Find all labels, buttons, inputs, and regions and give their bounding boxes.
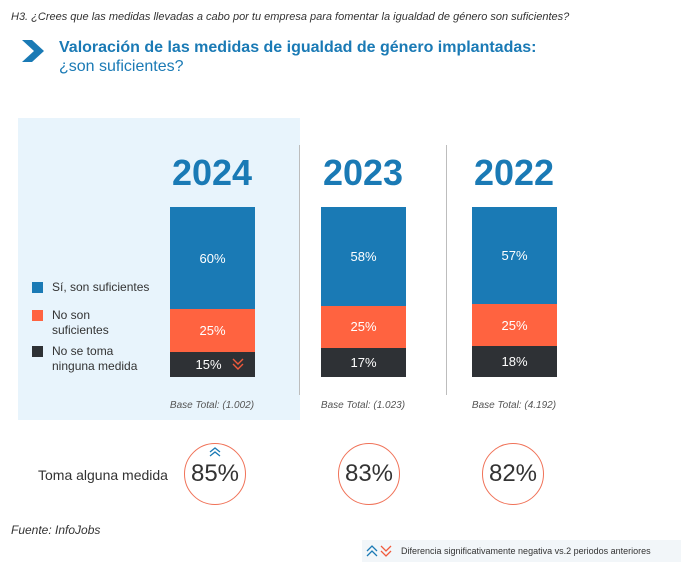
toma-medida-value: 83% bbox=[344, 460, 394, 487]
up-chevron-icon bbox=[209, 447, 221, 457]
toma-alguna-medida-label: Toma alguna medida bbox=[38, 467, 168, 483]
segment-ninguna: 17% bbox=[321, 348, 406, 377]
base-total: Base Total: (1.002) bbox=[169, 400, 255, 411]
stacked-bar-2023: 58% 25% 17% bbox=[321, 207, 406, 377]
toma-medida-circle-2022: 82% bbox=[482, 443, 544, 505]
significance-note-text: Diferencia significativamente negativa v… bbox=[401, 546, 651, 556]
legend-label-ninguna: No se toma ninguna medida bbox=[52, 344, 137, 374]
toma-medida-value: 82% bbox=[488, 460, 538, 487]
legend-swatch-si bbox=[32, 282, 43, 293]
legend-swatch-ninguna bbox=[32, 346, 43, 357]
legend-label-si: Sí, son suficientes bbox=[52, 280, 149, 295]
data-label: 57% bbox=[501, 247, 528, 263]
base-total: Base Total: (4.192) bbox=[471, 400, 557, 411]
up-chevron-icon bbox=[366, 545, 378, 557]
segment-no: 25% bbox=[321, 305, 406, 349]
significance-note: Diferencia significativamente negativa v… bbox=[362, 540, 681, 562]
chart-title: Valoración de las medidas de igualdad de… bbox=[59, 39, 537, 56]
base-total: Base Total: (1.023) bbox=[320, 400, 406, 411]
divider-2024-2023 bbox=[299, 145, 300, 395]
data-label: 17% bbox=[350, 355, 377, 371]
year-label: 2024 bbox=[171, 152, 253, 193]
year-label: 2023 bbox=[322, 152, 404, 193]
chevron-right-icon bbox=[22, 40, 44, 62]
stacked-bar-2022: 57% 25% 18% bbox=[472, 207, 557, 377]
chart-subtitle: ¿son suficientes? bbox=[59, 58, 184, 75]
question-text: H3. ¿Crees que las medidas llevadas a ca… bbox=[11, 11, 570, 23]
year-label: 2022 bbox=[473, 152, 555, 193]
segment-ninguna: 18% bbox=[472, 346, 557, 377]
down-chevron-icon bbox=[380, 545, 392, 557]
data-label: 25% bbox=[350, 319, 377, 335]
data-label: 25% bbox=[199, 322, 226, 338]
source-text: Fuente: InfoJobs bbox=[11, 523, 101, 537]
data-label: 25% bbox=[501, 317, 528, 333]
legend-line: Sí, son suficientes bbox=[52, 280, 150, 294]
legend-label-no: No son suficientes bbox=[52, 308, 109, 338]
segment-si: 58% bbox=[321, 207, 406, 306]
data-label: 58% bbox=[350, 248, 377, 264]
segment-no: 25% bbox=[170, 309, 255, 352]
toma-medida-value: 85% bbox=[190, 460, 240, 487]
legend-swatch-no bbox=[32, 310, 43, 321]
legend-line: No son bbox=[52, 308, 91, 322]
legend-line: ninguna medida bbox=[52, 359, 138, 373]
data-label: 60% bbox=[199, 250, 226, 266]
down-chevron-icon bbox=[232, 358, 244, 371]
segment-ninguna: 15% bbox=[170, 351, 255, 377]
legend-line: No se toma bbox=[52, 344, 114, 358]
toma-medida-circle-2024: 85% bbox=[184, 443, 246, 505]
segment-no: 25% bbox=[472, 303, 557, 347]
stacked-bar-2024: 60% 25% 15% bbox=[170, 207, 255, 377]
toma-medida-circle-2023: 83% bbox=[338, 443, 400, 505]
segment-si: 57% bbox=[472, 207, 557, 304]
divider-2023-2022 bbox=[446, 145, 447, 395]
significance-icons bbox=[366, 545, 392, 557]
data-label: 15% bbox=[195, 356, 222, 372]
legend-line: suficientes bbox=[52, 323, 109, 337]
segment-si: 60% bbox=[170, 207, 255, 309]
data-label: 18% bbox=[501, 354, 528, 370]
